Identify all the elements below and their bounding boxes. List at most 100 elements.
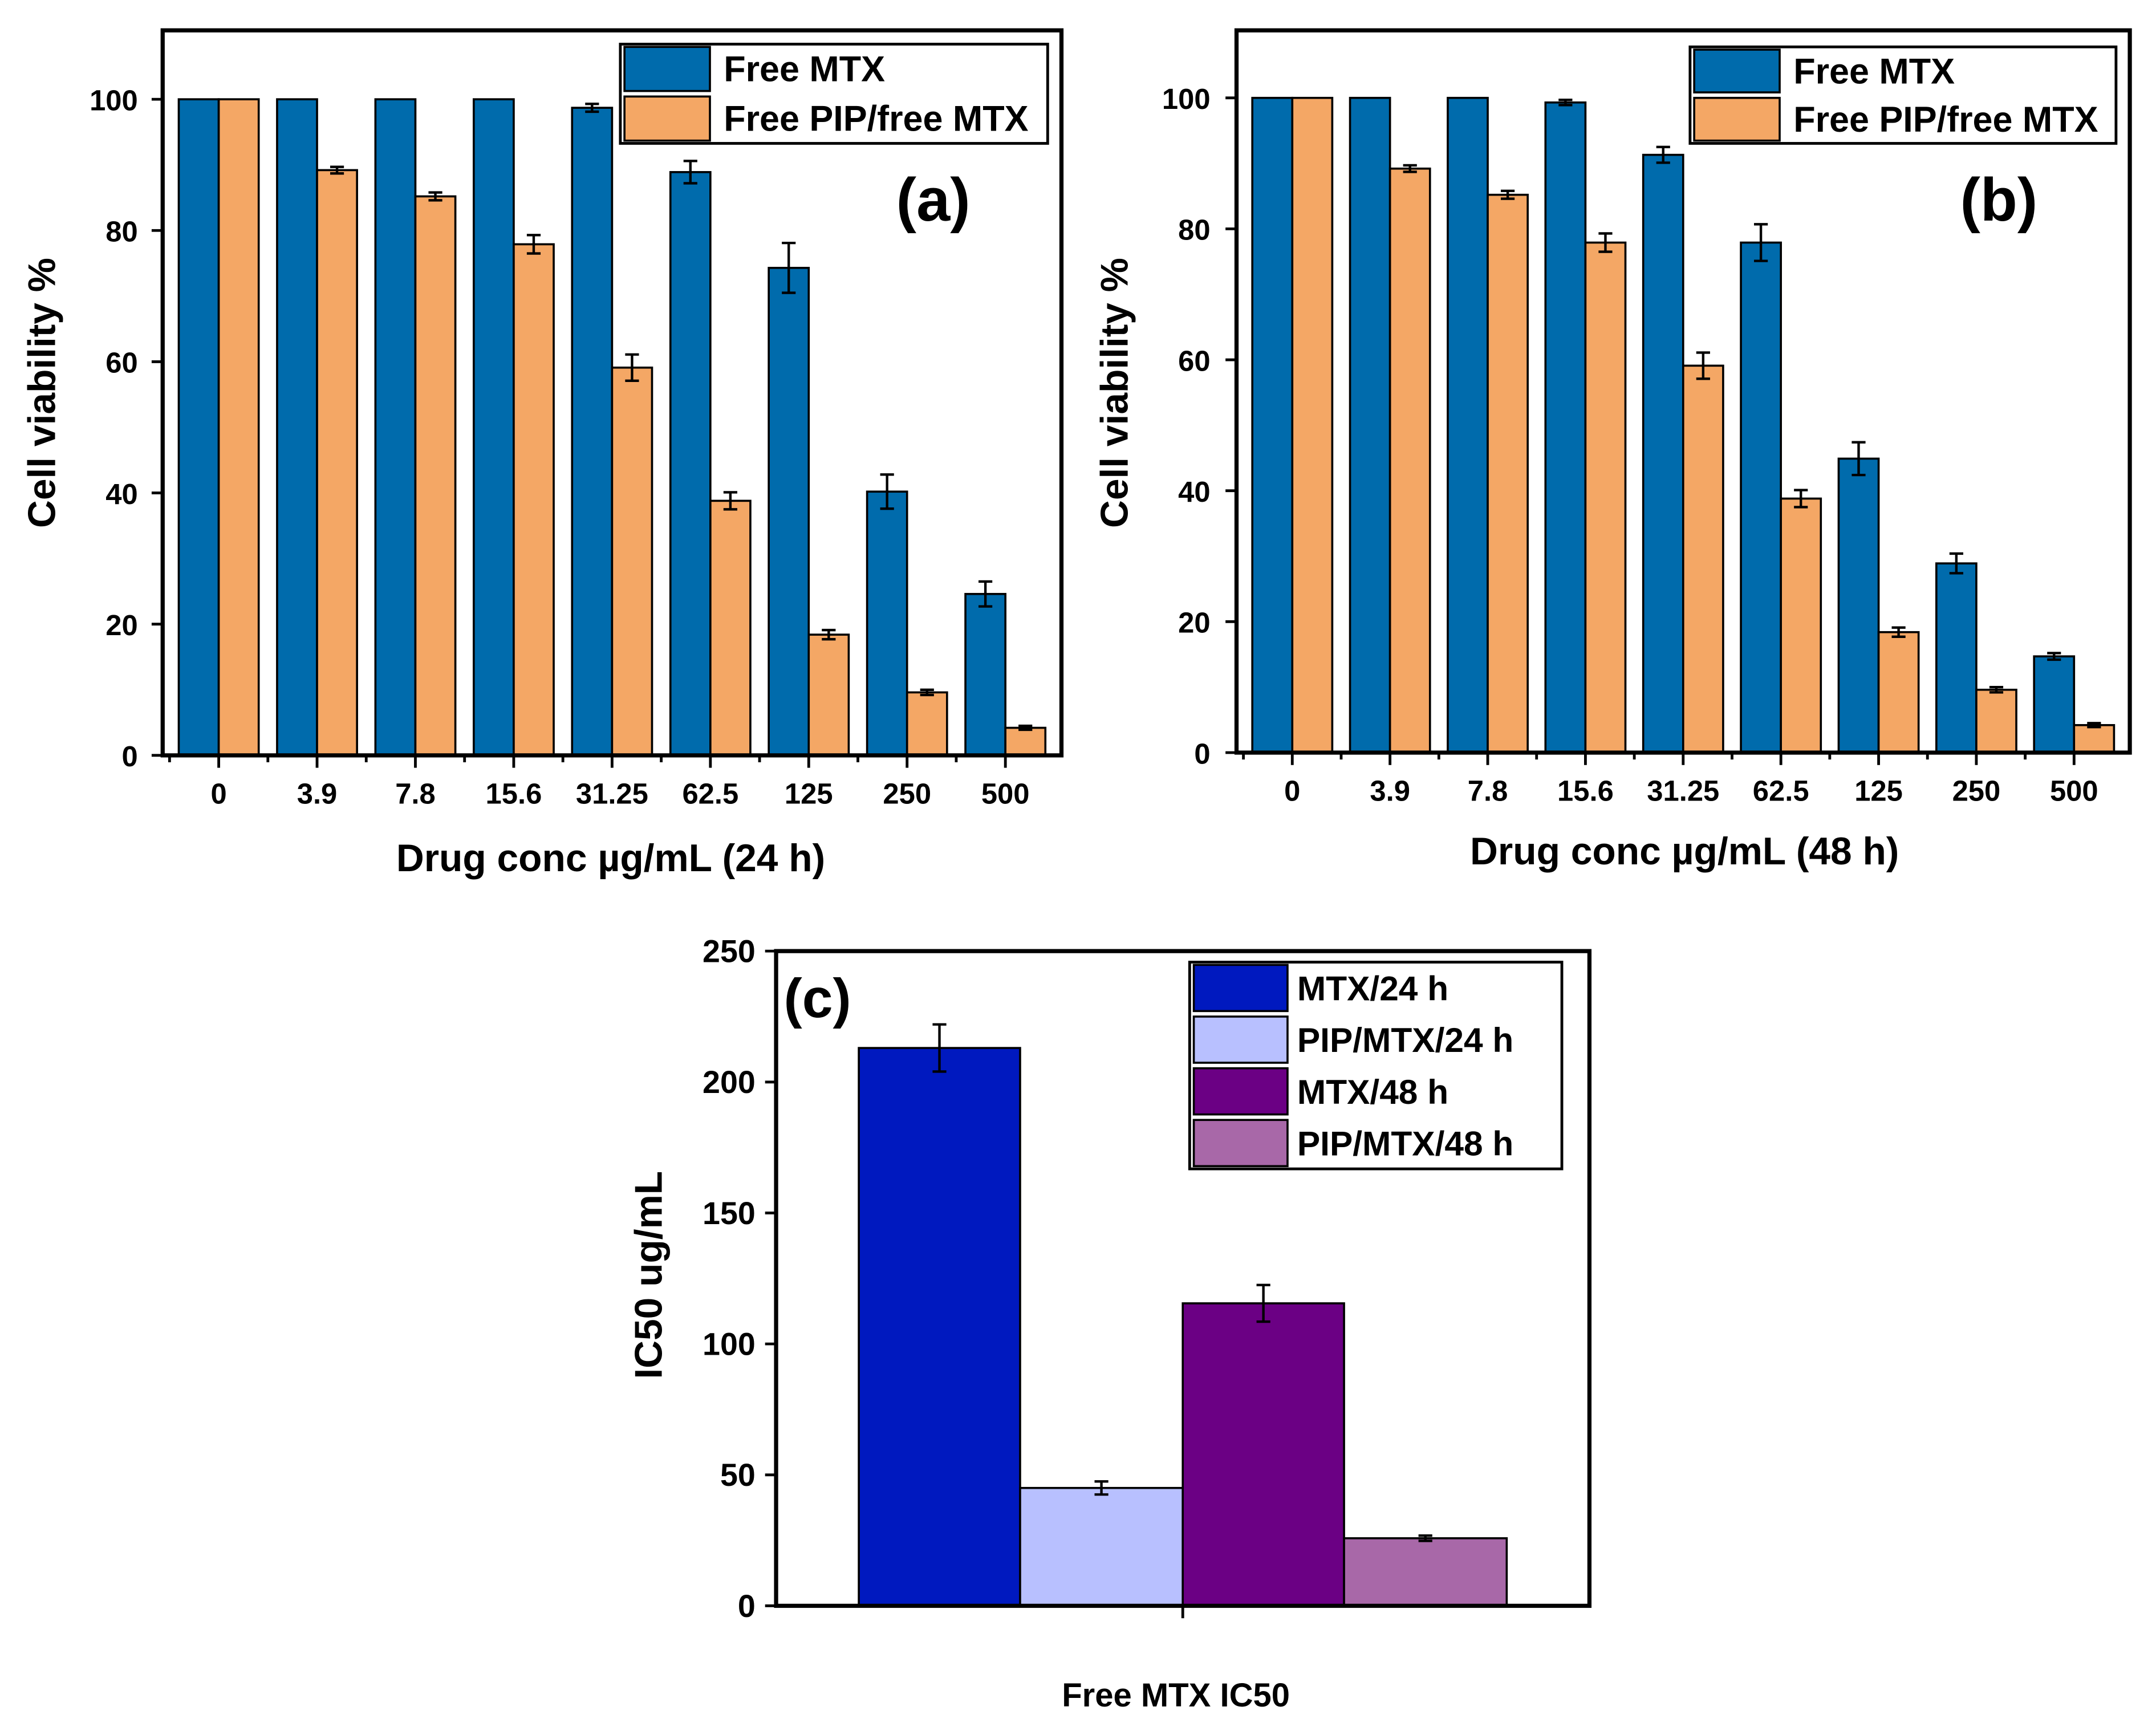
x-axis-label: Free MTX IC50 — [1062, 1677, 1290, 1714]
bar — [1181, 1302, 1345, 1607]
bar — [768, 267, 810, 757]
panel-label: (a) — [896, 166, 971, 234]
bar — [866, 490, 908, 757]
bar — [177, 98, 220, 757]
bar — [1388, 167, 1431, 754]
error-bar — [1558, 98, 1573, 107]
x-tick-label: 31.25 — [576, 777, 648, 810]
y-axis-label: Cell viability % — [21, 258, 64, 528]
x-tick-label: 0 — [1284, 775, 1300, 807]
legend-swatch — [623, 46, 711, 92]
bar — [2073, 724, 2116, 754]
legend-label: PIP/MTX/24 h — [1297, 1021, 1513, 1059]
legend-swatch — [1693, 96, 1781, 142]
bar — [1642, 153, 1684, 754]
error-bar — [1852, 441, 1866, 477]
error-bar — [1403, 164, 1417, 173]
bar — [1682, 364, 1724, 754]
y-tick-label: 200 — [703, 1064, 756, 1100]
error-bar — [932, 1023, 947, 1073]
bar — [1343, 1537, 1508, 1607]
legend: MTX/24 h PIP/MTX/24 h MTX/48 h PIP/MTX/48 h — [1188, 961, 1564, 1171]
legend-swatch — [1192, 1067, 1289, 1116]
x-tick-label: 7.8 — [1468, 775, 1508, 807]
panel-label: (b) — [1960, 166, 2037, 234]
error-bar — [723, 491, 737, 511]
bar — [513, 243, 555, 757]
legend-label: MTX/24 h — [1297, 969, 1448, 1008]
error-bar — [625, 353, 639, 382]
y-tick-label: 60 — [105, 347, 137, 379]
bar — [1544, 101, 1587, 754]
y-axis-label: IC50 ug/mL — [627, 1171, 670, 1379]
bar — [1780, 497, 1822, 754]
error-bar — [1018, 724, 1033, 732]
x-tick-label: 31.25 — [1647, 775, 1719, 807]
bar — [709, 499, 752, 757]
y-tick-label: 80 — [105, 216, 137, 248]
x-axis-label: Drug conc µg/mL (24 h) — [396, 837, 825, 880]
y-tick-label: 40 — [105, 478, 137, 510]
legend-swatch — [1192, 1015, 1289, 1064]
legend-label: Free MTX — [724, 50, 885, 90]
x-tick-label: 125 — [785, 777, 833, 810]
panel-label: (c) — [784, 968, 851, 1029]
error-bar — [1094, 1480, 1109, 1496]
chart-panel-2: 0 3.9 7.8 15.6 31.25 62.5 125 250 500 0 20 40 60 80 10… — [1094, 28, 2132, 873]
y-tick-label: 60 — [1178, 344, 1210, 377]
legend-label: Free PIP/free MTX — [724, 99, 1028, 139]
y-tick-label: 100 — [90, 84, 138, 116]
legend-label: MTX/48 h — [1297, 1072, 1448, 1111]
x-tick-label: 3.9 — [297, 777, 338, 810]
bar — [1584, 241, 1627, 754]
x-tick-label: 125 — [1854, 775, 1903, 807]
y-tick-label: 0 — [122, 740, 138, 773]
y-tick-label: 0 — [738, 1588, 756, 1624]
x-tick-label: 15.6 — [486, 777, 542, 810]
x-tick-label: 7.8 — [395, 777, 436, 810]
bar — [1877, 631, 1920, 754]
y-tick-label: 20 — [1178, 607, 1210, 639]
legend-swatch — [623, 95, 711, 142]
error-bar — [782, 241, 796, 294]
bar — [374, 98, 417, 757]
chart-panel-3: 0 50 100 150 200 250 Free MTX IC50 IC50 ug/mL (c… — [627, 933, 1592, 1714]
bar — [1975, 688, 2017, 754]
y-tick-label: 50 — [720, 1457, 756, 1493]
bar — [1004, 726, 1047, 757]
bar — [1291, 96, 1334, 754]
bar — [2033, 655, 2076, 754]
bar — [1349, 96, 1391, 754]
plot-frame — [774, 949, 1592, 1608]
error-bar — [1754, 223, 1768, 262]
y-tick-label: 80 — [1178, 214, 1210, 246]
y-tick-label: 250 — [703, 933, 756, 969]
error-bar — [1501, 189, 1515, 200]
bar — [1935, 562, 1978, 754]
x-tick-label: 250 — [1952, 775, 2001, 807]
bar — [611, 366, 653, 757]
legend-swatch — [1693, 48, 1781, 94]
bar — [414, 195, 457, 757]
y-tick-label: 40 — [1178, 476, 1210, 508]
error-bar — [822, 628, 836, 641]
chart-panel-1: 0 3.9 7.8 15.6 31.25 62.5 125 250 500 0 20 40 60 80 10… — [21, 28, 1064, 880]
x-tick-label: 3.9 — [1370, 775, 1410, 807]
legend: Free MTX Free PIP/free MTX — [619, 42, 1049, 145]
error-bar — [585, 102, 599, 113]
error-bar — [1989, 686, 2004, 694]
plot-frame — [160, 28, 1064, 758]
bar — [1487, 193, 1529, 754]
error-bar — [2047, 652, 2061, 661]
error-bar — [1794, 489, 1808, 509]
bar — [473, 98, 515, 757]
bar — [807, 633, 850, 757]
error-bar — [920, 688, 934, 697]
bar — [1740, 241, 1782, 754]
x-tick-label: 0 — [210, 777, 226, 810]
error-bar — [1256, 1283, 1270, 1323]
x-tick-label: 15.6 — [1557, 775, 1614, 807]
bar — [964, 592, 1006, 757]
error-bar — [1418, 1534, 1432, 1542]
bar — [906, 691, 948, 757]
